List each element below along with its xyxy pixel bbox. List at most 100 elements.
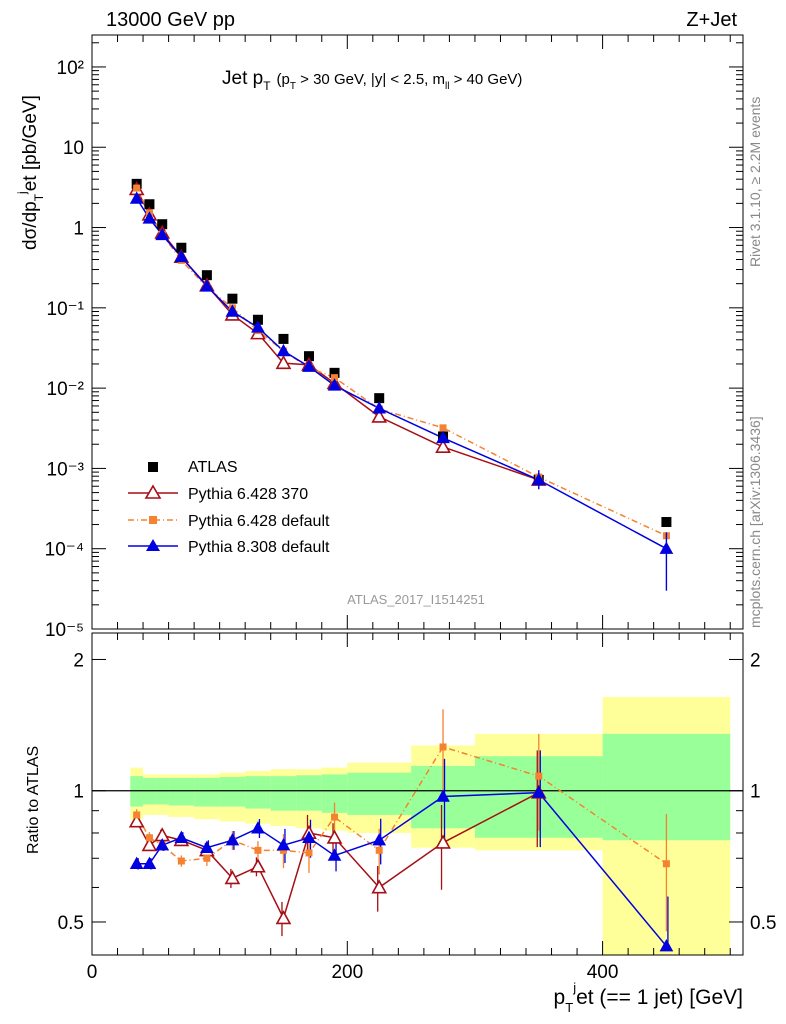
p6-370-point — [435, 438, 451, 453]
ratio-p6-370-point — [141, 837, 158, 852]
ratio-p8-point — [436, 789, 450, 802]
upper-panel: 10⁻⁵ 10⁻⁴ 10⁻³ 10⁻² 10⁻¹ 1 10 10² — [45, 35, 743, 641]
lower-y-axis-label: Ratio to ATLAS — [25, 746, 42, 854]
ratio-p6-370-point — [435, 834, 451, 849]
atlas-point — [227, 293, 238, 304]
upper-frame — [91, 34, 744, 630]
atlas-point — [157, 219, 168, 230]
ratio-band-inner — [270, 776, 297, 811]
ratio-p8-point — [659, 939, 674, 952]
upper-title: Jet pT (pT > 30 GeV, |y| < 2.5, mll > 40 … — [222, 68, 522, 93]
x-tick-label: 0 — [87, 962, 98, 983]
header-left: 13000 GeV pp — [106, 9, 235, 31]
atlas-point — [144, 199, 155, 210]
upper-series-line — [136, 187, 667, 537]
ratio-p6-370-point — [275, 910, 292, 925]
ratio-p6-default-point — [203, 854, 211, 862]
x-tick-label: 200 — [331, 962, 363, 983]
ratio-band-inner — [168, 777, 195, 806]
ratio-p6-default-point — [133, 811, 141, 819]
atlas-point — [176, 242, 187, 253]
ratio-p6-default-point — [375, 846, 383, 854]
ratio-p8-point — [200, 840, 214, 853]
lower-y-tick-label: 2 — [73, 650, 84, 671]
x-axis-label: pTjet (== 1 jet) [GeV] — [554, 980, 743, 1015]
legend-label-atlas: ATLAS — [188, 459, 238, 476]
atlas-point — [304, 351, 314, 362]
p8-point — [129, 191, 144, 204]
legend-marker-p6-default — [149, 516, 157, 524]
ratio-band-inner — [296, 775, 322, 811]
atlas-point — [329, 367, 340, 378]
p6-default-point — [439, 424, 447, 432]
legend-label-p6-370: Pythia 6.428 370 — [188, 486, 308, 503]
ratio-p8-point — [531, 785, 546, 798]
legend-label-p8: Pythia 8.308 default — [188, 539, 330, 556]
legend-marker-p8 — [146, 539, 160, 551]
p8-point — [327, 378, 342, 391]
ratio-p6-default-point — [662, 860, 670, 868]
p8-point — [225, 304, 240, 317]
side-mcplots-label: mcplots.cern.ch [arXiv:1306.3436] — [747, 416, 763, 628]
upper-y-tick-label: 10² — [57, 58, 84, 79]
ratio-band-inner — [130, 776, 144, 807]
p6-default-point — [133, 184, 141, 192]
p8-point — [200, 279, 214, 292]
lower-panel: 0.5 0.5 1 1 2 2 0 200 400 — [58, 633, 776, 983]
p6-370-point — [371, 408, 388, 423]
ratio-p6-default-point — [535, 772, 543, 780]
ratio-p8-point — [155, 838, 170, 851]
ratio-p6-370-point — [250, 858, 266, 873]
ratio-p6-370-point — [128, 813, 145, 828]
atlas-point — [252, 314, 263, 325]
upper-series-line — [136, 188, 540, 481]
ratio-band-inner — [219, 777, 246, 807]
lower-y-tick-label: 0.5 — [58, 913, 84, 934]
p6-370-point — [275, 354, 292, 370]
x-tick-label: 400 — [587, 962, 619, 983]
ratio-band-inner — [194, 777, 220, 807]
ratio-p8-point — [225, 833, 240, 846]
p8-point — [155, 227, 170, 241]
ratio-p8-point — [129, 856, 144, 869]
ratio-p8-point — [302, 830, 316, 843]
ratio-p6-370-point — [224, 870, 241, 885]
lower-y-tick-label-right: 2 — [750, 650, 761, 671]
ratio-p6-default-point — [145, 834, 153, 842]
atlas-point — [278, 333, 289, 344]
atlas-point — [201, 270, 212, 281]
lower-frame — [91, 632, 744, 956]
atlas-point — [661, 517, 672, 528]
p6-default-point — [331, 374, 339, 382]
p8-point — [302, 359, 316, 372]
ratio-p8-point — [372, 833, 387, 846]
header-right: Z+Jet — [686, 9, 737, 31]
ratio-p6-default-point — [439, 743, 447, 751]
upper-y-tick-label: 10⁻³ — [47, 459, 85, 480]
ratio-p6-default-point — [331, 813, 339, 821]
ratio-p6-default-point — [177, 857, 185, 865]
ratio-p8-point — [251, 821, 265, 834]
p8-point — [436, 430, 450, 444]
lower-y-tick-label: 1 — [73, 782, 84, 803]
upper-y-tick-label: 10⁻⁴ — [45, 540, 84, 561]
p8-point — [276, 343, 291, 357]
p8-point — [372, 401, 387, 414]
analysis-id: ATLAS_2017_I1514251 — [347, 592, 485, 607]
legend-label-p6-default: Pythia 6.428 default — [188, 513, 330, 530]
upper-y-tick-label: 10⁻² — [47, 379, 85, 400]
side-rivet-label: Rivet 3.1.10, ≥ 2.2M events — [747, 97, 763, 267]
ratio-p6-default-point — [305, 849, 313, 857]
ratio-p6-default-point — [254, 846, 262, 854]
upper-y-axis-label: dσ/dpTjet [pb/GeV] — [15, 95, 46, 250]
upper-y-tick-label: 1 — [73, 219, 84, 240]
upper-y-tick-label: 10⁻⁵ — [45, 620, 84, 641]
lower-y-tick-label-right: 1 — [750, 782, 761, 803]
ratio-p8-point — [327, 848, 342, 861]
p8-point — [251, 320, 265, 333]
ratio-p6-370-point — [326, 829, 343, 844]
upper-y-tick-label: 10 — [63, 138, 84, 159]
atlas-point — [374, 393, 385, 404]
p8-point — [142, 211, 157, 224]
